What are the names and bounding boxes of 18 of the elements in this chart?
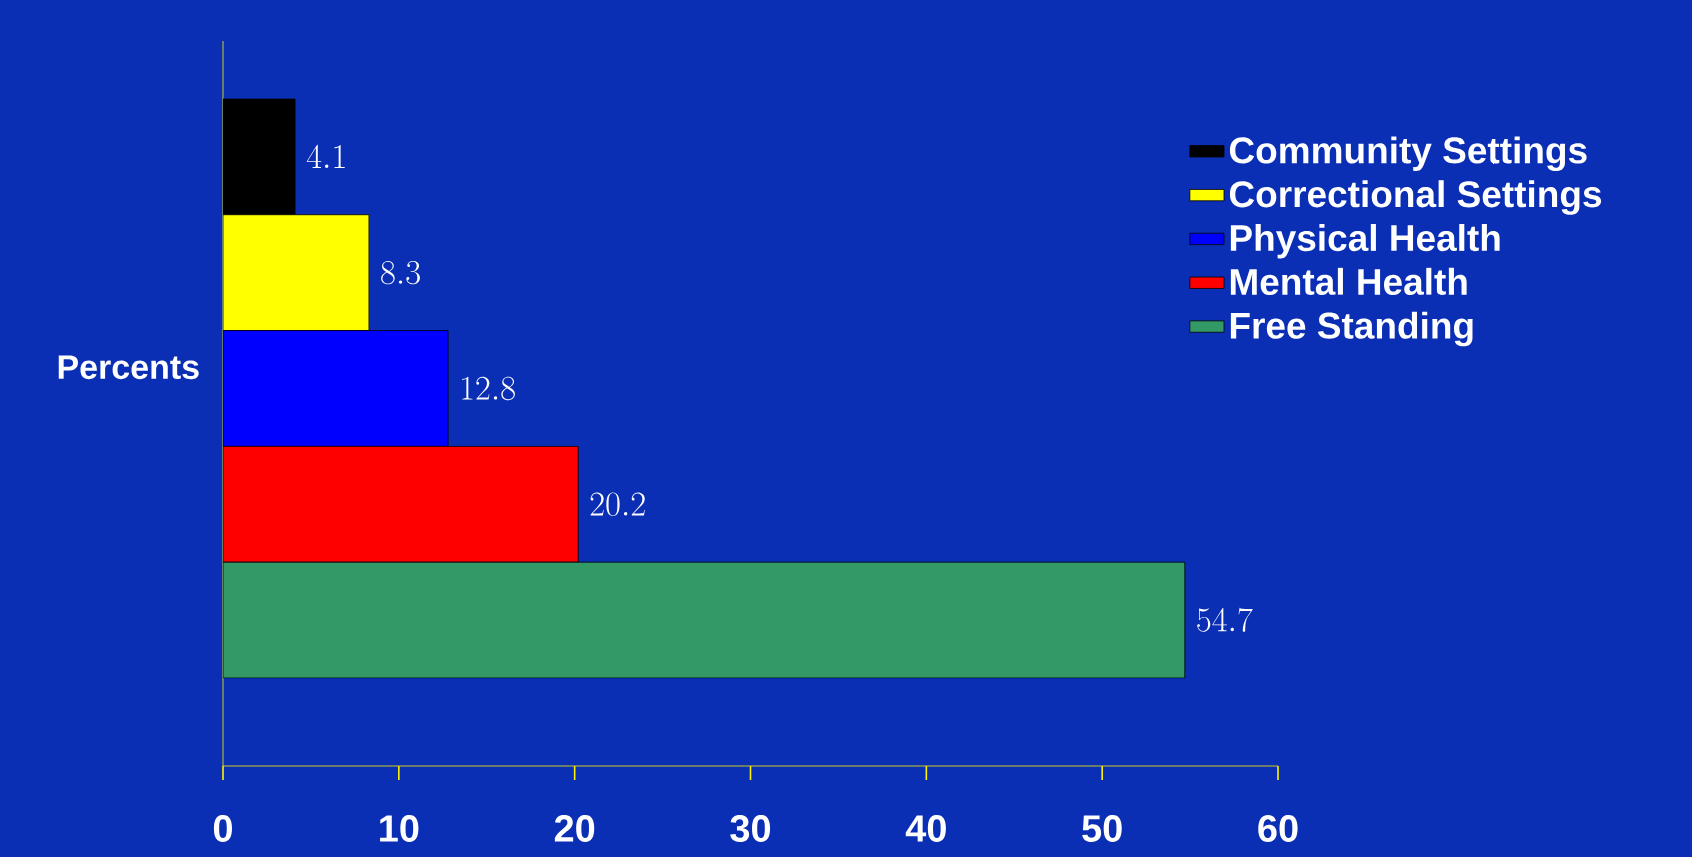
legend-label: Free Standing: [1230, 311, 1473, 347]
legend-label: Physical Health: [1230, 224, 1500, 259]
data-label: 4. 1: [306, 144, 345, 168]
data-label: 20.2: [590, 492, 645, 516]
x-tick-label: 40: [905, 815, 946, 842]
x-tick-label: 10: [380, 815, 419, 842]
x-tick-label: 60: [1258, 815, 1298, 842]
legend-label: Correctional Settings: [1229, 180, 1602, 215]
x-tick-label: 0: [213, 815, 233, 842]
legend-label: Community Settings: [1229, 136, 1587, 172]
data-label: 54.7: [1197, 607, 1253, 632]
data-label: 12.8: [462, 376, 515, 401]
data-label: 8.3: [381, 260, 420, 285]
x-tick-label: 20: [554, 815, 595, 842]
x-tick-label: 30: [730, 815, 771, 843]
x-tick-label: 50: [1082, 815, 1122, 842]
y-axis-title: Percents: [58, 355, 199, 380]
legend-label: Mental Health: [1230, 267, 1467, 296]
